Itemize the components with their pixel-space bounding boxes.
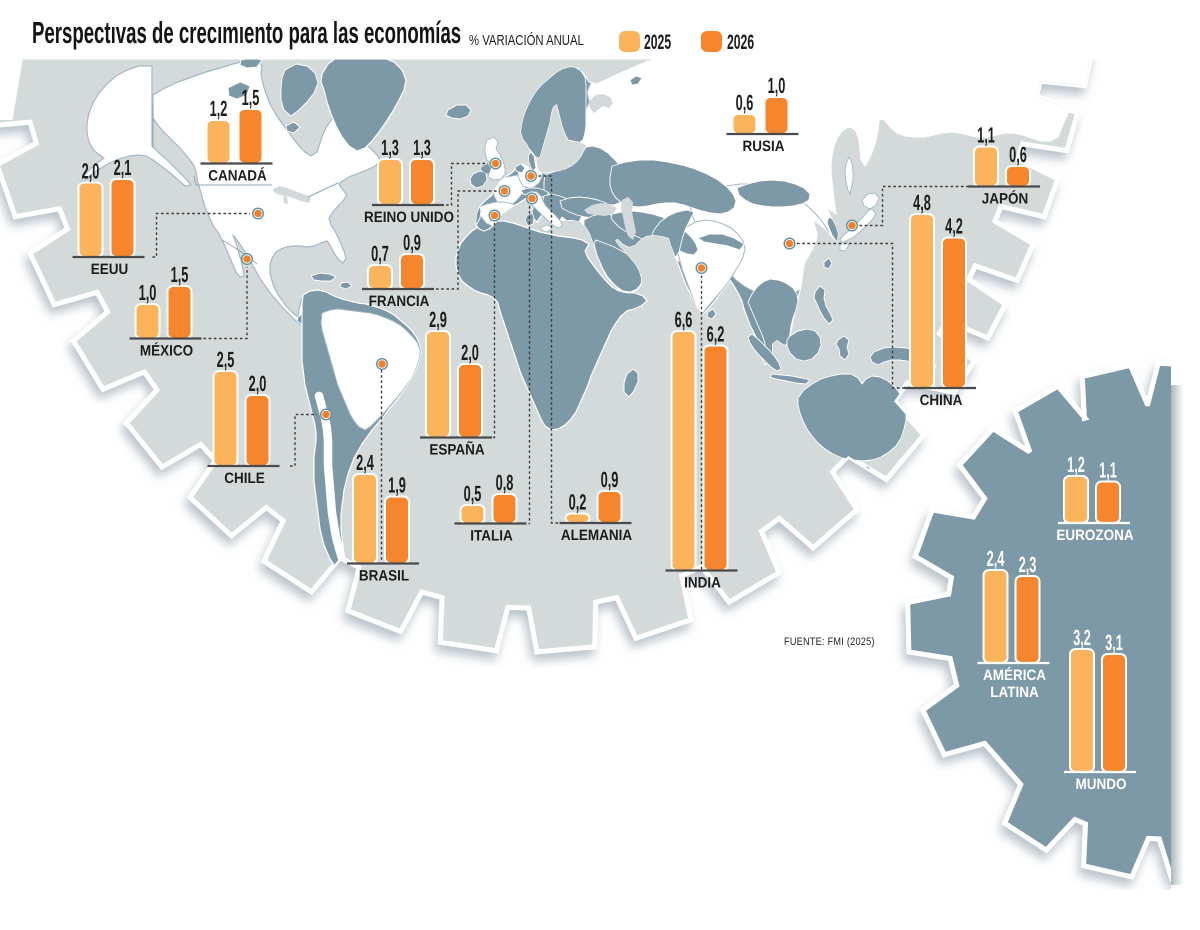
svg-text:1,5: 1,5 <box>171 262 189 287</box>
svg-text:2,4: 2,4 <box>987 546 1005 571</box>
svg-text:AMÉRICA: AMÉRICA <box>983 666 1046 684</box>
svg-text:CHILE: CHILE <box>224 470 265 487</box>
svg-text:INDIA: INDIA <box>684 575 721 592</box>
svg-text:RUSIA: RUSIA <box>742 138 784 155</box>
svg-text:1,3: 1,3 <box>413 135 431 160</box>
svg-text:2,1: 2,1 <box>114 155 132 180</box>
svg-text:2,3: 2,3 <box>1019 552 1037 577</box>
svg-text:0,5: 0,5 <box>464 481 482 506</box>
svg-text:EEUU: EEUU <box>91 261 129 278</box>
svg-text:EUROZONA: EUROZONA <box>1056 527 1133 544</box>
svg-text:ALEMANIA: ALEMANIA <box>561 527 632 544</box>
svg-text:4,8: 4,8 <box>913 190 931 215</box>
svg-text:1,9: 1,9 <box>388 472 406 497</box>
svg-text:6,2: 6,2 <box>707 321 725 346</box>
svg-text:ESPAÑA: ESPAÑA <box>429 441 484 459</box>
svg-text:FRANCIA: FRANCIA <box>369 293 430 310</box>
svg-text:2,0: 2,0 <box>461 340 479 365</box>
svg-text:1,5: 1,5 <box>242 85 260 110</box>
svg-text:BRASIL: BRASIL <box>359 568 409 585</box>
svg-text:1,2: 1,2 <box>210 96 228 121</box>
svg-text:MUNDO: MUNDO <box>1075 776 1126 793</box>
svg-text:1,1: 1,1 <box>977 122 995 147</box>
svg-text:0,6: 0,6 <box>736 90 754 115</box>
svg-text:1,2: 1,2 <box>1067 452 1085 477</box>
svg-text:2,9: 2,9 <box>429 307 447 332</box>
svg-text:REINO UNIDO: REINO UNIDO <box>364 209 454 226</box>
svg-text:0,8: 0,8 <box>496 470 514 495</box>
svg-text:4,2: 4,2 <box>945 213 963 238</box>
svg-text:2,4: 2,4 <box>356 450 374 475</box>
svg-text:1,0: 1,0 <box>139 280 157 305</box>
svg-text:CHINA: CHINA <box>920 392 963 409</box>
svg-text:3,1: 3,1 <box>1105 630 1123 655</box>
svg-text:CANADÁ: CANADÁ <box>208 167 267 185</box>
svg-text:0,9: 0,9 <box>403 230 421 255</box>
svg-text:1,0: 1,0 <box>768 73 786 98</box>
svg-text:0,7: 0,7 <box>371 241 389 266</box>
svg-text:ITALIA: ITALIA <box>470 528 513 545</box>
svg-text:0,9: 0,9 <box>601 467 619 492</box>
svg-text:2,0: 2,0 <box>82 158 100 183</box>
svg-text:MÉXICO: MÉXICO <box>140 342 194 360</box>
svg-text:2,5: 2,5 <box>217 347 235 372</box>
svg-text:LATINA: LATINA <box>990 684 1039 701</box>
svg-text:1,1: 1,1 <box>1099 457 1117 482</box>
svg-text:3,2: 3,2 <box>1073 625 1091 650</box>
svg-text:6,6: 6,6 <box>675 307 693 332</box>
svg-text:2,0: 2,0 <box>249 371 267 396</box>
svg-text:JAPÓN: JAPÓN <box>982 190 1029 208</box>
svg-text:0,2: 0,2 <box>569 489 587 514</box>
svg-text:0,6: 0,6 <box>1009 142 1027 167</box>
svg-text:1,3: 1,3 <box>381 135 399 160</box>
